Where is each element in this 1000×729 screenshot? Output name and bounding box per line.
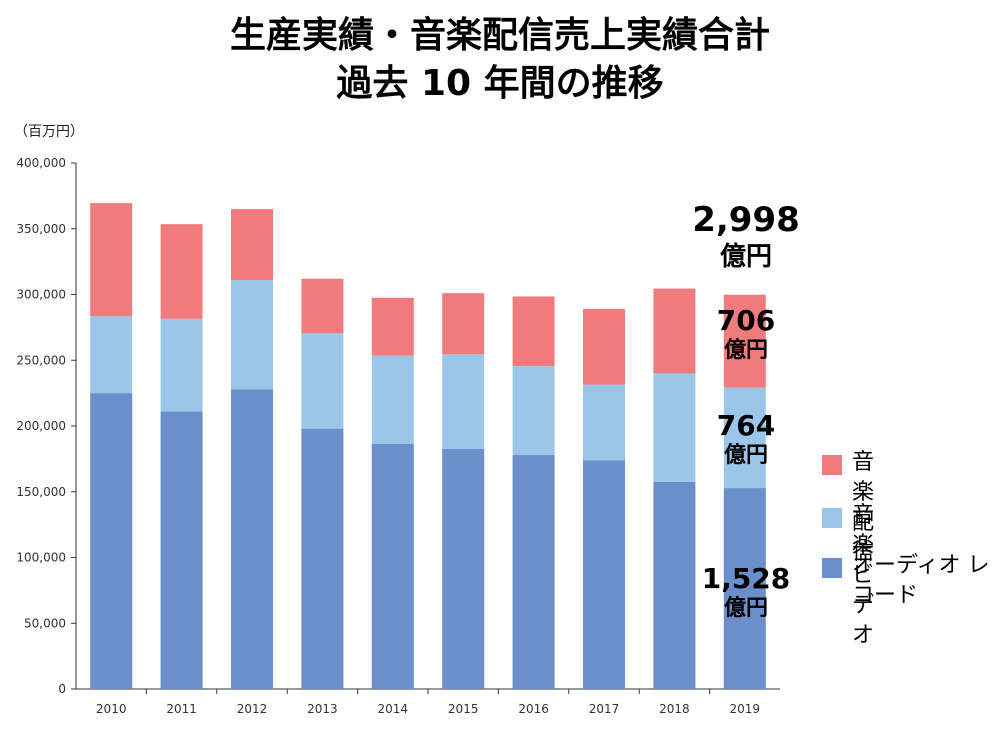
bar-video-2014 [371, 355, 414, 444]
bar-video-2017 [583, 384, 625, 461]
bar-audio-2011 [160, 411, 203, 689]
legend-label-stream: 音楽配信 [852, 450, 875, 565]
annotation-stream: 706 億円 [700, 305, 792, 365]
y-tick-label: 100,000 [16, 551, 66, 565]
y-tick-label: 50,000 [24, 616, 66, 630]
bar-audio-2012 [231, 389, 273, 689]
x-tick-label-2014: 2014 [378, 702, 409, 716]
x-tick-label-2019: 2019 [730, 702, 761, 716]
chart-title-line2: 過去 10 年間の推移 [336, 63, 664, 104]
annotation-stream-unit: 億円 [723, 338, 768, 363]
y-tick-label: 0 [58, 682, 66, 696]
bar-audio-2019 [723, 488, 766, 689]
bar-audio-2018 [653, 481, 696, 689]
annotation-stream-value: 706 [716, 304, 776, 337]
bar-audio-2015 [442, 449, 485, 689]
y-axis-unit-label: （百万円） [14, 124, 84, 140]
bar-stream-2017 [583, 308, 625, 385]
x-tick-label-2011: 2011 [166, 702, 197, 716]
y-tick-label: 200,000 [16, 419, 66, 433]
bar-stream-2012 [231, 209, 273, 281]
bar-video-2010 [90, 316, 133, 394]
bar-audio-2013 [301, 428, 344, 689]
bar-video-2013 [301, 333, 344, 429]
bar-stream-2016 [512, 296, 555, 367]
annotation-audio: 1,528 億円 [696, 563, 796, 623]
bar-video-2018 [653, 373, 696, 482]
legend-swatch-video [822, 508, 842, 528]
x-tick-label-2013: 2013 [307, 702, 338, 716]
y-tick-label: 350,000 [16, 222, 66, 236]
y-tick-label: 300,000 [16, 288, 66, 302]
bar-audio-2017 [583, 460, 625, 689]
bar-video-2019 [723, 387, 766, 489]
annotation-total-unit: 億円 [719, 242, 772, 272]
y-tick-label: 150,000 [16, 485, 66, 499]
y-tick-label: 250,000 [16, 353, 66, 367]
bar-video-2011 [160, 318, 203, 412]
bar-stream-2018 [653, 288, 696, 374]
annotation-video-value: 764 [716, 409, 776, 442]
bar-stream-2010 [90, 203, 133, 317]
x-tick-label-2015: 2015 [448, 702, 479, 716]
annotation-total: 2,998 億円 [686, 200, 806, 274]
annotation-audio-unit: 億円 [723, 596, 768, 621]
legend-item-audio: オーディオ レコード [822, 551, 992, 611]
bar-video-2015 [442, 354, 485, 450]
bar-audio-2010 [90, 393, 133, 689]
legend-label-video: 音楽ビデオ [852, 503, 875, 648]
bar-stream-2015 [442, 293, 485, 355]
x-tick-label-2010: 2010 [96, 702, 127, 716]
annotation-audio-value: 1,528 [701, 562, 791, 595]
bar-stream-2011 [160, 224, 203, 319]
bar-stream-2013 [301, 278, 344, 334]
x-tick-label-2016: 2016 [518, 702, 549, 716]
legend-swatch-audio [822, 558, 842, 578]
legend-item-stream: 音楽配信 [822, 448, 874, 568]
legend-item-video: 音楽ビデオ [822, 501, 874, 651]
x-tick-label-2017: 2017 [589, 702, 620, 716]
bar-video-2016 [512, 366, 555, 455]
bar-stream-2019 [723, 294, 766, 388]
x-tick-label-2018: 2018 [659, 702, 690, 716]
annotation-video: 764 億円 [700, 410, 792, 470]
bar-audio-2016 [512, 454, 555, 689]
annotation-total-value: 2,998 [692, 200, 800, 240]
legend-swatch-stream [822, 455, 842, 475]
x-tick-label-2012: 2012 [237, 702, 268, 716]
chart-title-line1: 生産実績・音楽配信売上実績合計 [229, 15, 770, 56]
bar-video-2012 [231, 280, 273, 390]
legend-label-audio: オーディオ レコード [852, 553, 990, 608]
annotation-video-unit: 億円 [723, 443, 768, 468]
bar-stream-2014 [371, 297, 414, 356]
y-tick-label: 400,000 [16, 156, 66, 170]
bar-audio-2014 [371, 443, 414, 689]
